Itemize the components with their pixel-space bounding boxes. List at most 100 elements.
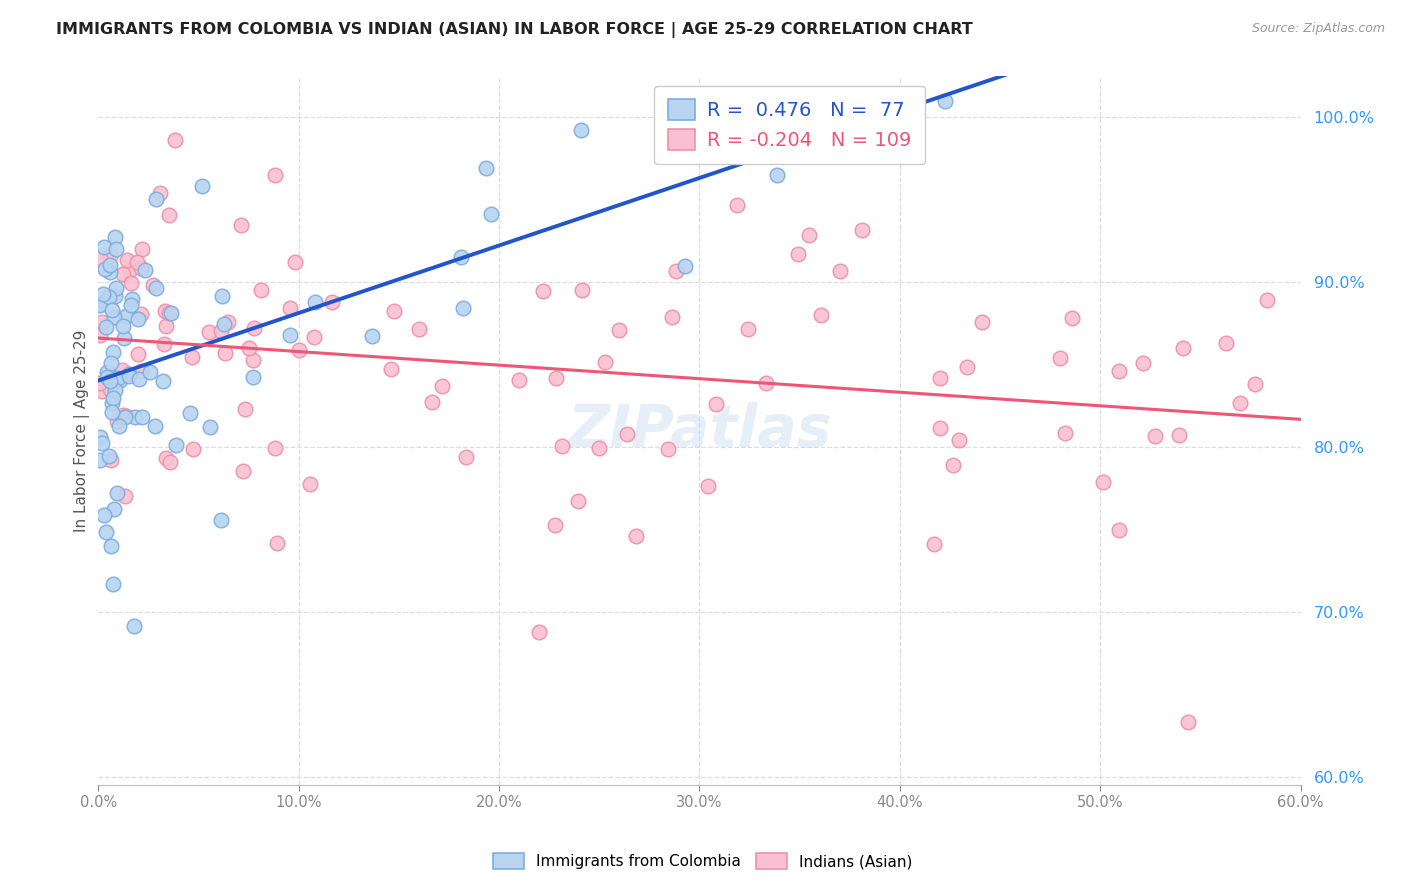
Point [89,327,111,342]
Point [103,502,125,516]
Point [105,242,128,256]
Point [929,421,952,435]
Point [697,478,720,492]
Point [155,450,177,465]
Point [107,370,129,384]
Point [89,251,111,265]
Point [288,343,311,357]
Point [129,364,152,378]
Point [100,539,122,553]
Point [127,312,149,326]
Point [780,94,803,108]
Point [96,319,118,334]
Point [810,308,832,322]
Point [1108,523,1130,537]
Point [479,207,502,221]
Point [420,394,443,409]
Point [159,306,181,320]
Point [89,376,111,391]
Point [304,294,326,309]
Point [89,298,111,312]
Point [114,409,136,424]
Point [956,359,979,374]
Point [704,397,727,411]
Point [129,261,152,276]
Point [1177,714,1199,729]
Point [138,365,160,379]
Point [278,301,301,316]
Point [105,414,128,428]
Point [929,371,952,385]
Point [127,347,149,361]
Point [145,419,167,434]
Point [112,331,135,345]
Point [588,442,610,456]
Point [451,301,474,315]
Point [98,258,121,272]
Point [544,518,567,533]
Point [242,352,264,367]
Point [1132,356,1154,370]
Point [124,410,146,425]
Point [198,420,221,434]
Point [179,406,201,420]
Point [1215,335,1237,350]
Point [134,263,156,277]
Point [361,328,384,343]
Point [180,351,202,365]
Point [298,476,321,491]
Point [384,303,406,318]
Point [531,284,554,298]
Point [153,337,176,351]
Point [197,326,219,340]
Text: ZIPatlas: ZIPatlas [567,402,832,458]
Point [264,441,287,455]
Point [90,384,112,398]
Point [110,373,132,387]
Point [508,373,530,387]
Point [725,198,748,212]
Point [851,223,873,237]
Point [948,433,970,447]
Point [828,264,851,278]
Point [114,409,136,424]
Point [101,344,124,359]
Point [567,494,589,508]
Point [145,192,167,206]
Point [214,345,236,359]
Point [100,303,122,318]
Point [145,280,167,294]
Point [103,391,125,405]
Point [100,355,122,369]
Point [111,318,134,333]
Point [93,240,115,254]
Point [91,316,114,330]
Y-axis label: In Labor Force | Age 25-29: In Labor Force | Age 25-29 [75,329,90,532]
Legend: Immigrants from Colombia, Indians (Asian): Immigrants from Colombia, Indians (Asian… [488,847,918,875]
Point [1108,364,1130,378]
Point [972,315,994,329]
Point [108,419,131,434]
Point [616,427,638,442]
Point [98,249,121,263]
Point [302,330,325,344]
Point [922,537,945,551]
Point [114,489,136,503]
Point [112,408,135,422]
Point [266,536,288,550]
Point [475,161,498,175]
Point [159,455,181,469]
Point [96,365,118,379]
Point [105,281,128,295]
Point [89,430,111,444]
Point [94,525,117,540]
Point [408,322,430,336]
Point [155,318,177,333]
Point [232,464,254,478]
Point [934,94,956,108]
Point [101,405,124,419]
Point [1060,310,1083,325]
Text: Source: ZipAtlas.com: Source: ZipAtlas.com [1251,22,1385,36]
Point [165,133,187,147]
Point [673,259,696,273]
